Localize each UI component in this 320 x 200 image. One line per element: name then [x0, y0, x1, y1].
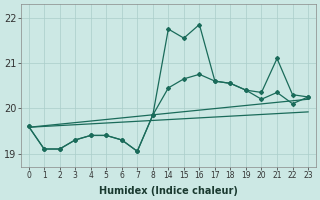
X-axis label: Humidex (Indice chaleur): Humidex (Indice chaleur) [99, 186, 238, 196]
